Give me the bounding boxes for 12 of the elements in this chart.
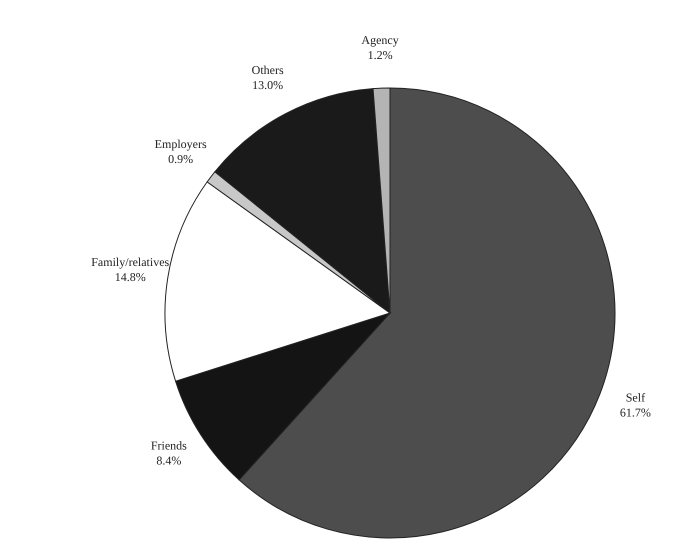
data-label: 13.0% bbox=[252, 78, 284, 92]
data-label: 0.9% bbox=[168, 152, 194, 166]
slice-label: Friends bbox=[150, 438, 188, 452]
slice-label: Others bbox=[252, 63, 284, 78]
data-label: 61.7% bbox=[620, 406, 651, 420]
data-label: 14.8% bbox=[114, 270, 146, 284]
slice-label: Family/relatives bbox=[91, 254, 170, 269]
data-label: 8.4% bbox=[156, 453, 182, 468]
slice-label: Agency bbox=[361, 33, 399, 48]
slice-label: Employers bbox=[154, 136, 207, 151]
data-label: 1.2% bbox=[368, 48, 393, 62]
slice-label: Self bbox=[626, 390, 646, 405]
